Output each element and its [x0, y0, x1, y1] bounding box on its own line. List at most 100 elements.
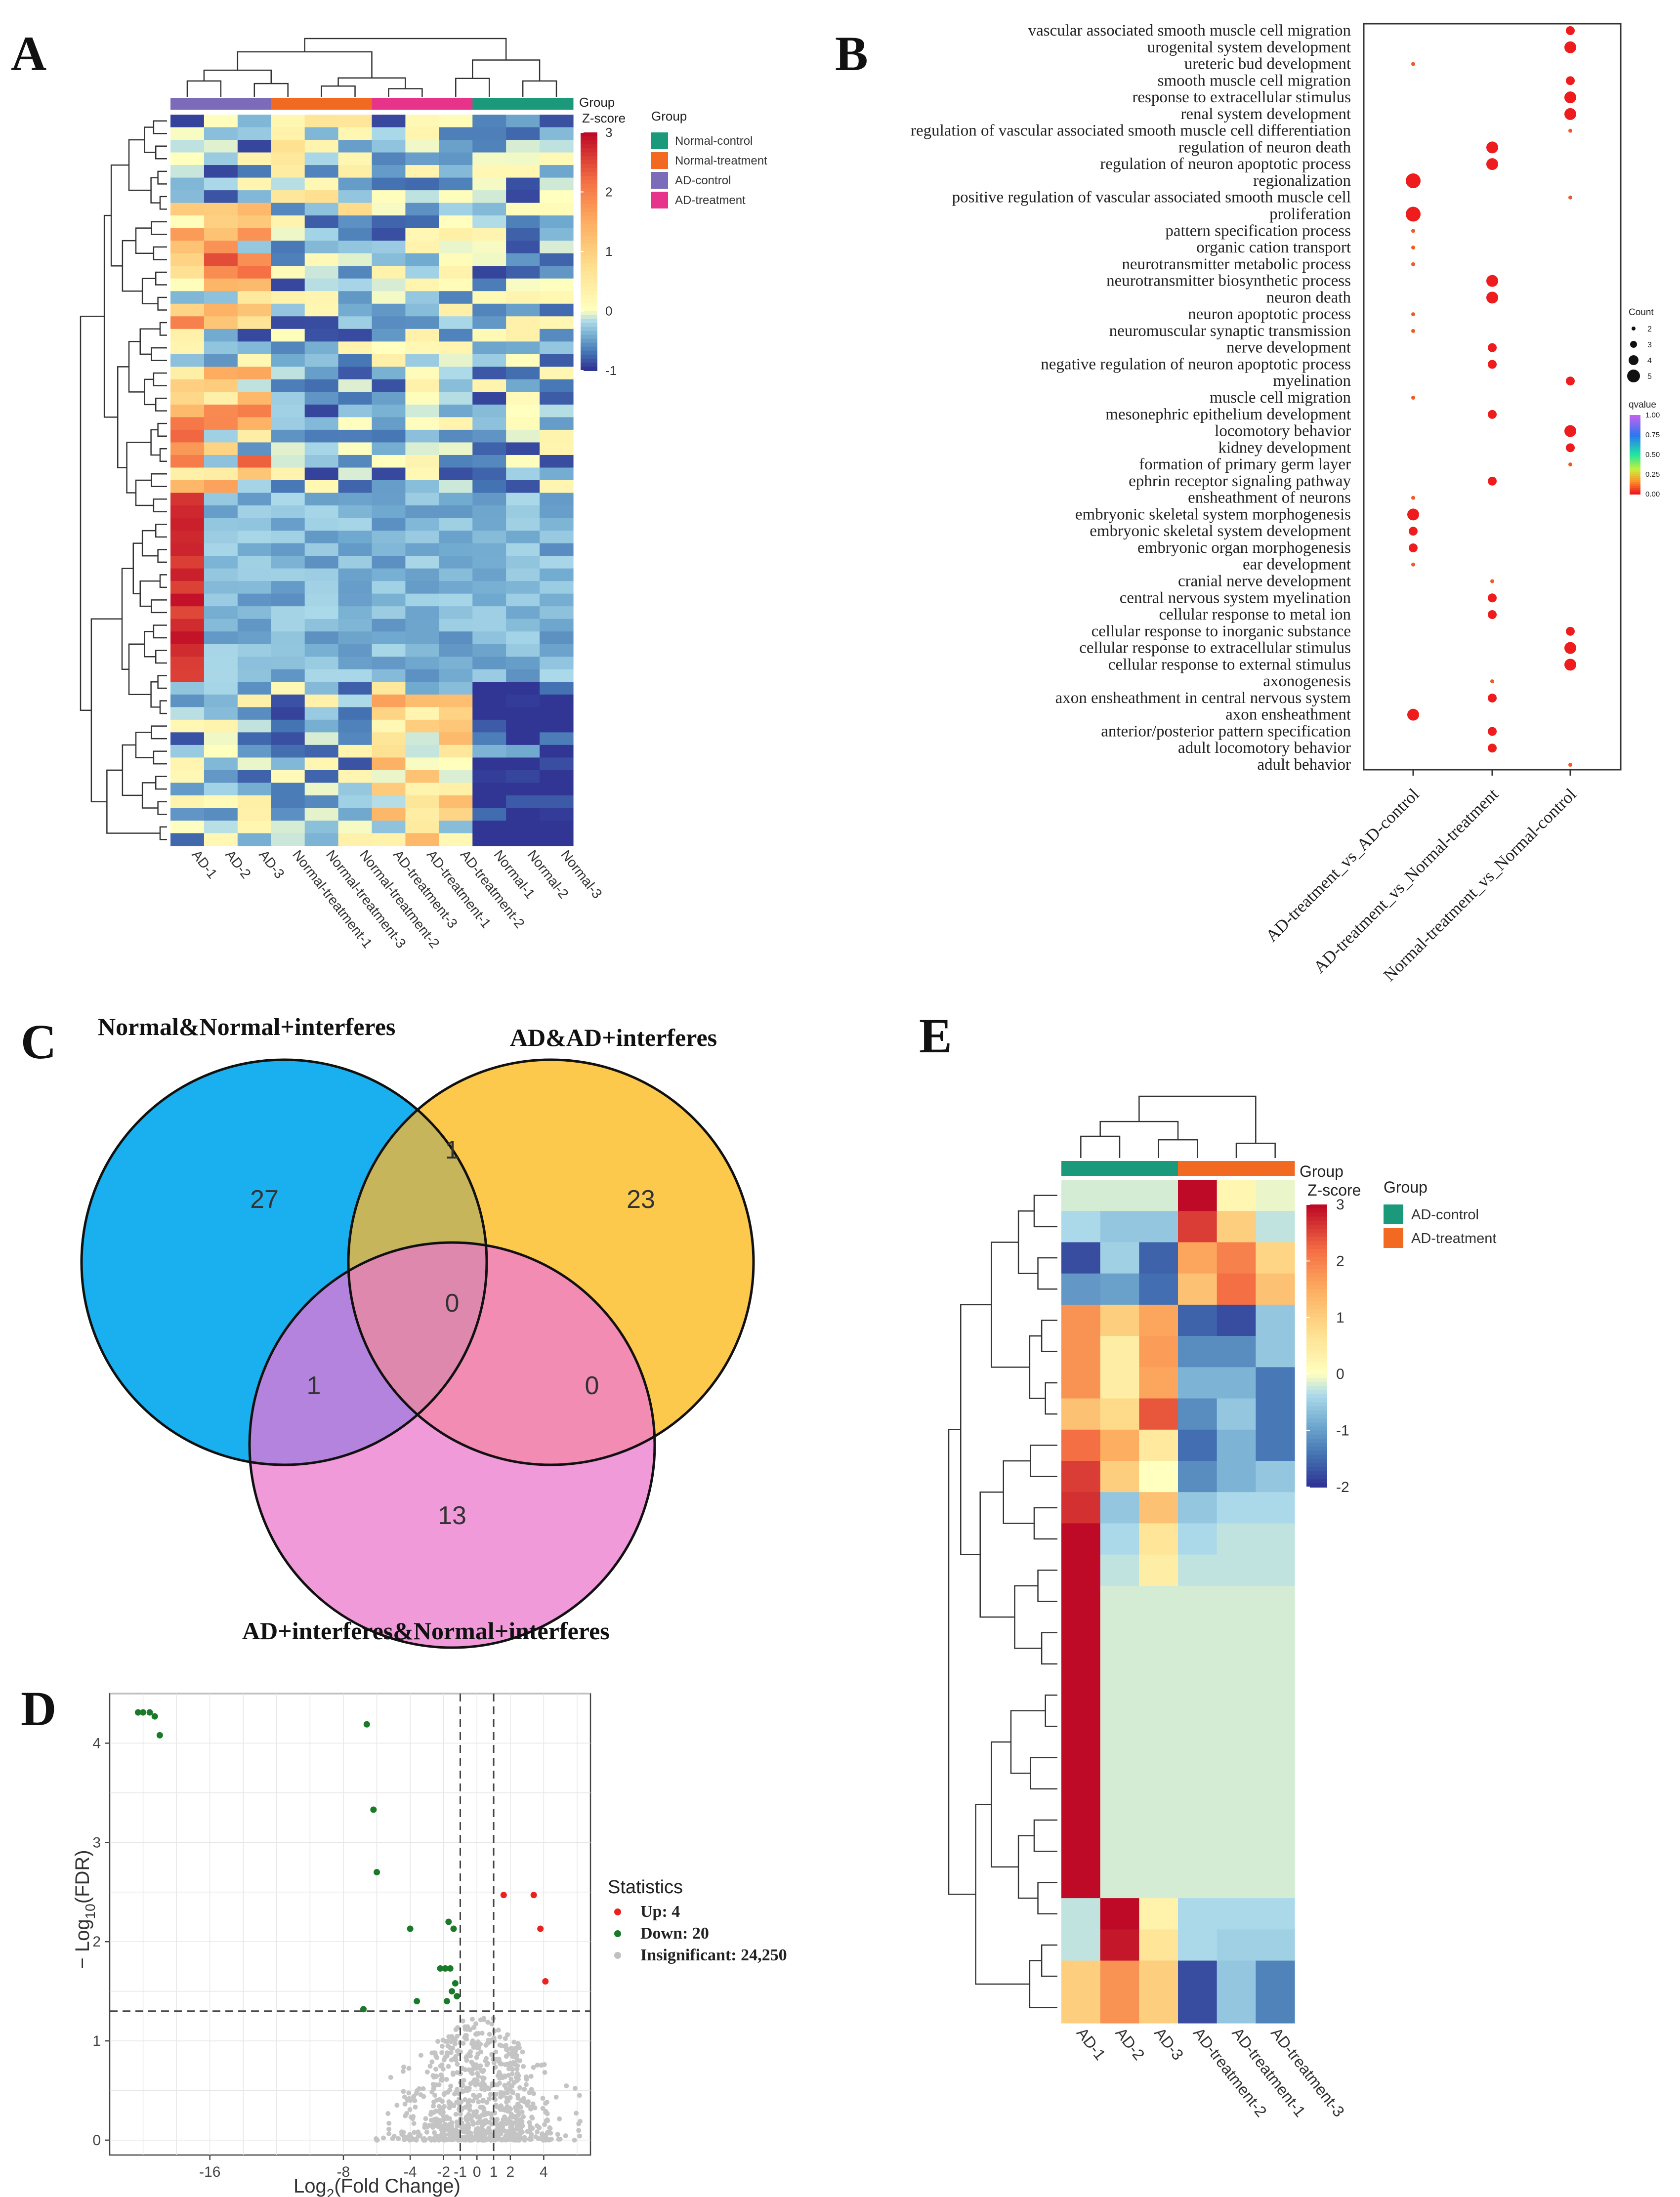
colorbar-step: [1306, 1394, 1327, 1399]
insignificant-point: [421, 2094, 426, 2099]
heatmap-cell: [170, 820, 205, 834]
heatmap-cell: [472, 467, 506, 481]
insignificant-point: [509, 2089, 515, 2094]
heatmap-cell: [271, 644, 305, 657]
heatmap-cell: [170, 140, 205, 153]
heatmap-cell: [237, 732, 272, 746]
col-dendro-branch-2: [1080, 1135, 1121, 1158]
qvalue-colorbar-step: [1630, 468, 1640, 471]
row-dendro-branch-56: [159, 826, 167, 840]
insignificant-point: [498, 2073, 503, 2078]
insignificant-point: [508, 2107, 513, 2112]
row-dendro-branch-55: [157, 801, 167, 815]
heatmap-cell: [271, 341, 305, 355]
panel-c: C Normal&Normal+interferes AD&AD+interfe…: [21, 1013, 755, 1649]
insignificant-point: [542, 2070, 547, 2075]
heatmap-cell: [472, 392, 506, 405]
heatmap-cell: [405, 657, 439, 670]
heatmap-cell: [1256, 1929, 1295, 1961]
heatmap-cell: [338, 303, 373, 317]
heatmap-cell: [237, 505, 272, 519]
heatmap-cell: [540, 808, 574, 821]
heatmap-cell: [439, 291, 473, 304]
heatmap-cell: [271, 732, 305, 746]
heatmap-cell: [237, 518, 272, 531]
insignificant-point: [441, 2092, 447, 2097]
heatmap-cell: [1100, 1367, 1139, 1399]
heatmap-cell: [170, 266, 205, 279]
heatmap-cell: [237, 115, 272, 128]
colorbar-tick-4: -1: [605, 363, 617, 378]
heatmap-cell: [472, 165, 506, 178]
col-dendro-branch-8: [472, 59, 541, 81]
insignificant-point: [466, 2136, 472, 2142]
heatmap-cell: [237, 354, 272, 367]
dot-point-15: [1486, 275, 1498, 287]
heatmap-cell: [405, 241, 439, 254]
heatmap-cell: [304, 467, 339, 481]
row-dendro-branch-37: [157, 549, 167, 563]
heatmap-cell: [1256, 1991, 1295, 2024]
insignificant-point: [394, 2103, 400, 2108]
heatmap-cell: [204, 770, 238, 784]
insignificant-point: [476, 2031, 481, 2036]
row-dendro-branch-21: [1017, 1835, 1038, 1899]
insignificant-point: [484, 2100, 490, 2105]
heatmap-cell: [304, 694, 339, 707]
insignificant-point: [407, 2107, 413, 2113]
heatmap-cell: [204, 820, 238, 834]
insignificant-point: [537, 2125, 542, 2130]
dot-point-27: [1488, 476, 1497, 486]
heatmap-cell: [170, 757, 205, 771]
heatmap-cell: [338, 392, 373, 405]
statistics-legend-dot-2: [614, 1952, 621, 1959]
heatmap-cell: [237, 316, 272, 330]
row-dendro-branch-46: [157, 675, 167, 689]
dot-point-33: [1490, 579, 1494, 583]
heatmap-cell: [372, 165, 406, 178]
row-dendro-branch-11: [1030, 1445, 1057, 1477]
insignificant-point: [430, 2124, 435, 2130]
heatmap-cell: [338, 367, 373, 380]
heatmap-cell: [1061, 1367, 1101, 1399]
heatmap-cell: [1178, 1367, 1218, 1399]
x-tick-label-6: 1: [490, 2164, 498, 2180]
heatmap-cell: [372, 644, 406, 657]
heatmap-cell: [204, 316, 238, 330]
heatmap-cell: [372, 657, 406, 670]
dot-point-36: [1566, 626, 1575, 636]
qvalue-colorbar-step: [1630, 488, 1640, 491]
row-dendro-branch-30: [151, 473, 167, 488]
heatmap-cell: [405, 404, 439, 418]
row-dendro-branch-2: [991, 1242, 1030, 1368]
heatmap-cell: [472, 329, 506, 342]
panel-d-letter: D: [21, 1681, 56, 1736]
colorbar-step: [1306, 1329, 1327, 1334]
insignificant-point: [470, 2120, 476, 2125]
colorbar-step: [581, 188, 597, 193]
down-point-9: [445, 1918, 452, 1925]
colorbar-step: [1306, 1362, 1327, 1367]
insignificant-point: [493, 2137, 498, 2142]
dot-point-28: [1411, 496, 1415, 500]
colorbar-step: [1306, 1273, 1327, 1278]
insignificant-point: [431, 2130, 437, 2135]
heatmap-cell: [372, 379, 406, 392]
heatmap-cell: [304, 820, 339, 834]
heatmap-cell: [439, 215, 473, 229]
heatmap-cell: [472, 707, 506, 720]
colorbar-step: [1306, 1426, 1327, 1431]
heatmap-cell: [170, 606, 205, 620]
heatmap-cell: [439, 619, 473, 632]
heatmap-cell: [540, 581, 574, 594]
qvalue-colorbar-step: [1630, 423, 1640, 425]
heatmap-cell: [405, 392, 439, 405]
insignificant-point: [422, 2125, 427, 2130]
insignificant-point: [531, 2091, 537, 2096]
insignificant-point: [515, 2092, 520, 2098]
heatmap-cell: [472, 190, 506, 204]
term-label-33: cranial nerve development: [1178, 573, 1351, 590]
row-dendro-branch-20: [159, 322, 167, 336]
heatmap-cell: [405, 379, 439, 392]
heatmap-cell: [472, 757, 506, 771]
